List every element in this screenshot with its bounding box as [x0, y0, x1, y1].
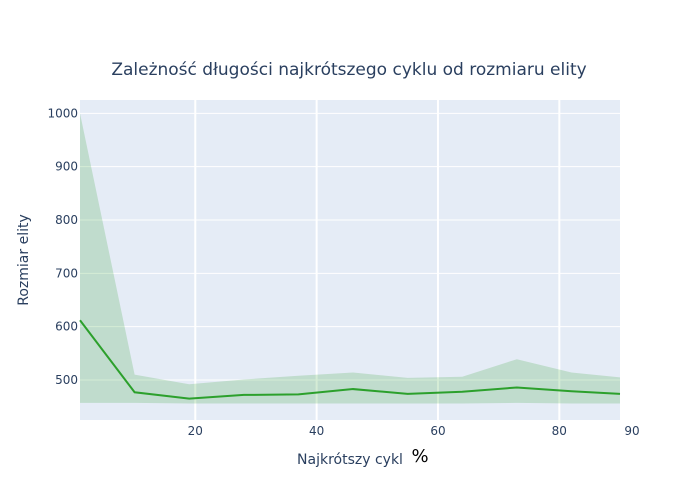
x-axis-title: Najkrótszy cykl: [297, 452, 403, 468]
y-ticks: 500 600 700 800 900 1000: [47, 106, 78, 387]
y-axis-title: Rozmiar elity: [16, 214, 32, 306]
chart-title: Zależność długości najkrótszego cyklu od…: [111, 60, 586, 80]
x-tick-label: 60: [430, 424, 445, 438]
y-tick-label: 500: [55, 373, 78, 387]
y-tick-label: 700: [55, 266, 78, 280]
x-tick-label: 80: [552, 424, 567, 438]
mean-series-line: [79, 319, 621, 400]
y-tick-label: 900: [55, 160, 78, 174]
gridlines: [80, 100, 620, 420]
y-tick-label: 1000: [47, 106, 78, 120]
mean-line: [79, 319, 621, 400]
x-axis-unit-label: %: [411, 446, 428, 467]
x-tick-label: 40: [309, 424, 324, 438]
plot-background: [80, 100, 620, 420]
y-tick-label: 600: [55, 320, 78, 334]
range-band: [80, 113, 620, 404]
x-ticks: 20 40 60 80: [188, 424, 567, 438]
x-tick-label-max: 90: [624, 424, 639, 438]
x-tick-label: 20: [188, 424, 203, 438]
y-tick-label: 800: [55, 213, 78, 227]
min-max-band: [80, 113, 620, 404]
